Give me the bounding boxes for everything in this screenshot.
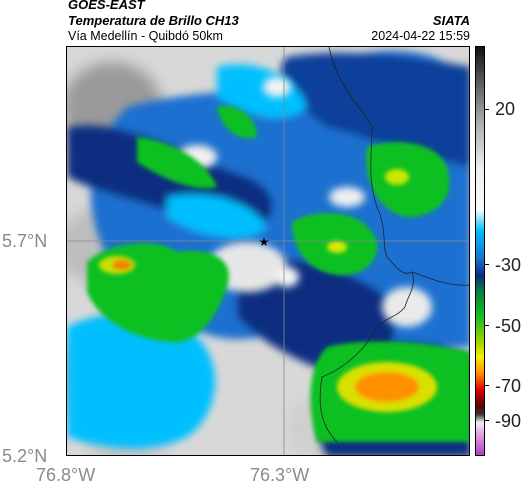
colorbar-tick-minus30: -30 (495, 255, 522, 275)
lon-tick-76.3: 76.3°W (250, 465, 310, 485)
colorbar-tick-mark (485, 420, 489, 421)
star-icon: ★ (259, 235, 270, 249)
colorbar-tick-20: 20 (495, 99, 516, 119)
department-border-east (411, 271, 469, 286)
lon-tick-76.8: 76.8°W (36, 465, 96, 485)
colorbar-tick-mark (485, 325, 489, 326)
organization-label: SIATA (432, 13, 470, 28)
cold-tops (99, 169, 437, 412)
lat-tick-5.7: 5.7°N (2, 231, 48, 251)
route-subtitle: Vía Medellín - Quibdó 50km (68, 29, 223, 43)
colorbar-tick-mark (485, 264, 489, 265)
colorbar-tick-minus70: -70 (495, 376, 522, 396)
map-panel: ★ (66, 46, 470, 456)
colorbar-tick-mark (485, 109, 489, 110)
timestamp: 2024-04-22 15:59 (371, 29, 470, 43)
colorbar-tick-minus90: -90 (495, 411, 522, 431)
colorbar-tick-mark (485, 385, 489, 386)
temperature-colorbar (475, 46, 485, 456)
department-border (319, 47, 414, 443)
brightness-temperature-map: ★ (67, 47, 469, 455)
product-title: Temperatura de Brillo CH13 (68, 13, 239, 28)
satellite-title: GOES-EAST (68, 0, 145, 12)
lat-tick-5.2: 5.2°N (2, 446, 48, 466)
colorbar-tick-minus50: -50 (495, 316, 522, 336)
